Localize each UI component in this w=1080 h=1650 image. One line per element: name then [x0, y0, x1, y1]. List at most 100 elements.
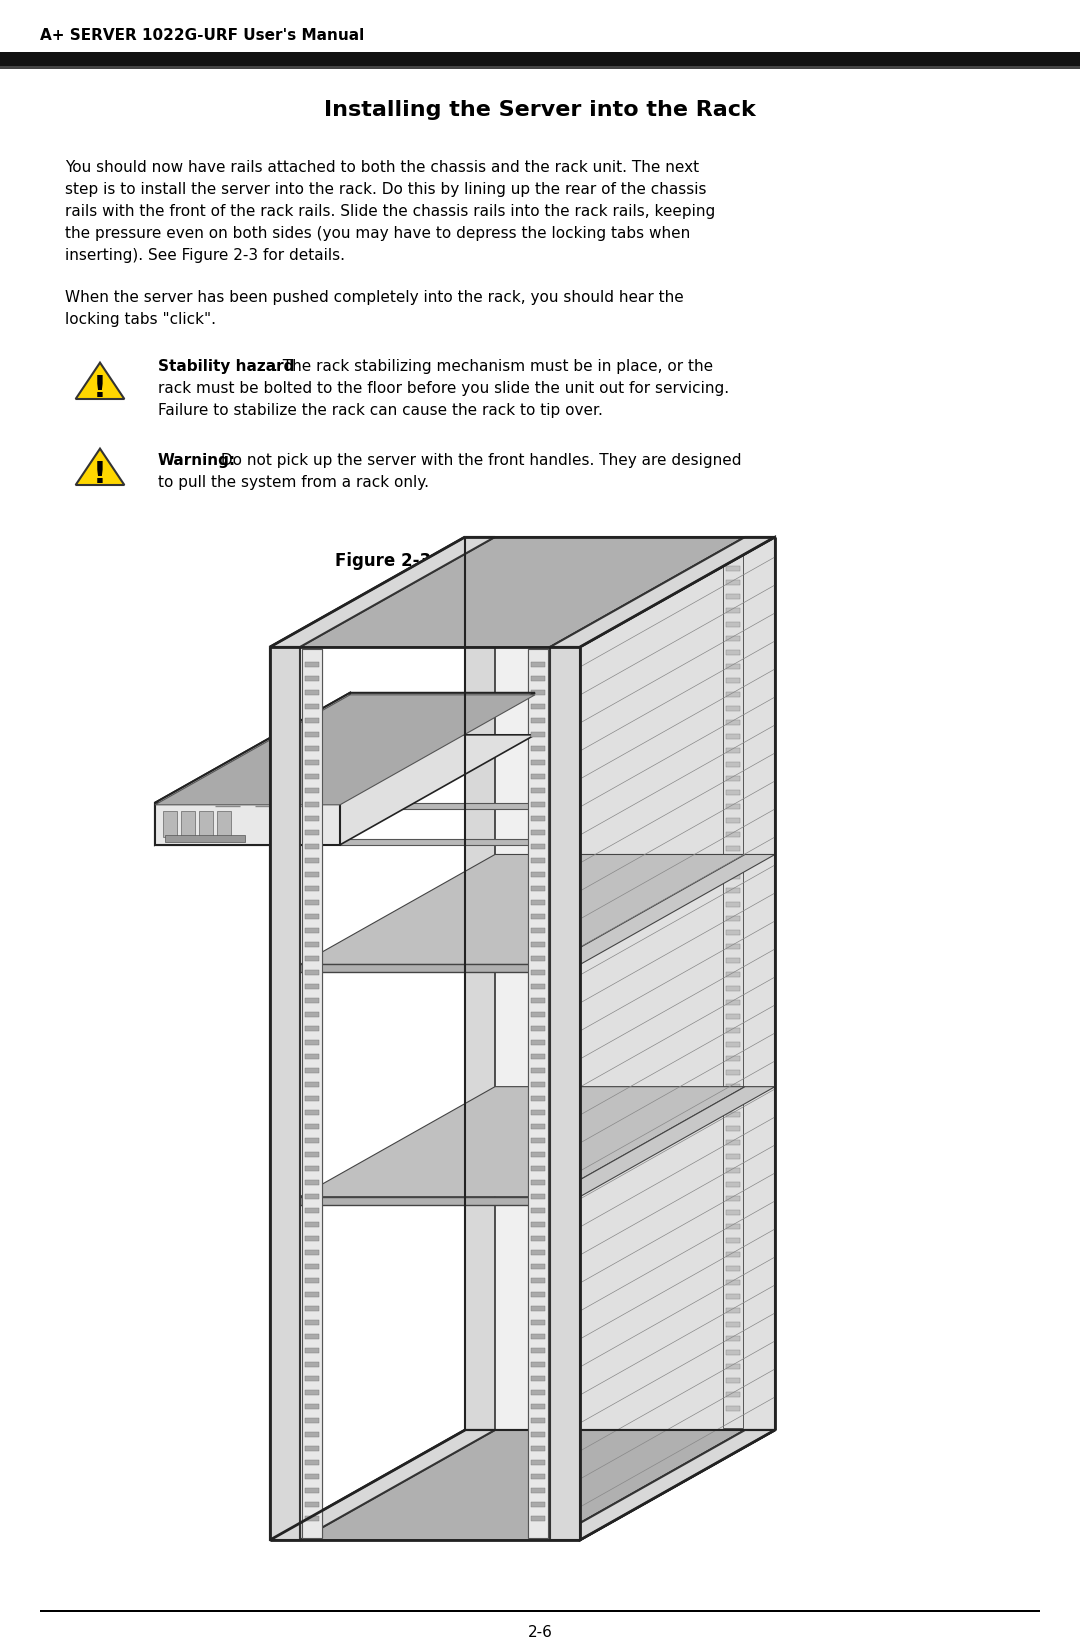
Bar [531, 1389, 545, 1394]
Bar [305, 1279, 319, 1284]
Bar [305, 817, 319, 822]
Bar [531, 1264, 545, 1269]
Bar [305, 970, 319, 975]
Bar [305, 1026, 319, 1031]
Bar [726, 959, 740, 964]
Bar [726, 1069, 740, 1076]
Bar [531, 1333, 545, 1340]
Bar [305, 1264, 319, 1269]
Bar [531, 1361, 545, 1366]
Bar [726, 581, 740, 586]
Bar [305, 1307, 319, 1312]
Bar [531, 1124, 545, 1129]
Polygon shape [302, 648, 322, 1538]
Bar [531, 1320, 545, 1325]
Bar [305, 1516, 319, 1521]
Bar [531, 1307, 545, 1312]
Bar [531, 1376, 545, 1381]
Bar [726, 944, 740, 949]
Bar [305, 1502, 319, 1506]
Polygon shape [550, 536, 775, 647]
Bar [305, 1307, 319, 1312]
Bar [165, 835, 245, 842]
Bar [726, 650, 740, 655]
Bar [531, 1251, 545, 1256]
Bar [531, 676, 545, 681]
Bar [305, 1223, 319, 1228]
Bar [305, 1138, 319, 1143]
Bar [531, 914, 545, 919]
Bar [531, 705, 545, 710]
Bar [531, 955, 545, 960]
Bar [305, 955, 319, 960]
Bar [305, 774, 319, 779]
Polygon shape [550, 536, 775, 647]
Bar [726, 1084, 740, 1089]
Bar [726, 888, 740, 893]
Bar [726, 566, 740, 571]
Polygon shape [745, 536, 775, 1431]
Bar [305, 733, 319, 738]
Bar [726, 1252, 740, 1257]
Bar [305, 998, 319, 1003]
Bar [726, 1280, 740, 1285]
Bar [305, 1292, 319, 1297]
Bar [726, 776, 740, 780]
Bar [305, 899, 319, 904]
Bar [726, 818, 740, 823]
Bar [305, 858, 319, 863]
Polygon shape [723, 540, 743, 1427]
Text: rack must be bolted to the floor before you slide the unit out for servicing.: rack must be bolted to the floor before … [158, 381, 729, 396]
Bar [726, 1140, 740, 1145]
Bar [305, 1488, 319, 1493]
Bar [305, 690, 319, 695]
Bar [305, 1473, 319, 1478]
Bar [305, 1445, 319, 1450]
Bar [305, 1195, 319, 1200]
Bar [305, 1292, 319, 1297]
Bar [531, 746, 545, 751]
Bar [305, 942, 319, 947]
Bar [305, 1361, 319, 1366]
Text: rails with the front of the rack rails. Slide the chassis rails into the rack ra: rails with the front of the rack rails. … [65, 205, 715, 219]
Bar [531, 1208, 545, 1213]
Bar [305, 761, 319, 766]
Bar [531, 886, 545, 891]
Bar [305, 1208, 319, 1213]
Bar [531, 1040, 545, 1044]
Bar [531, 1502, 545, 1506]
Bar [531, 998, 545, 1003]
Bar [531, 705, 545, 710]
Bar [531, 1488, 545, 1493]
Bar [305, 746, 319, 751]
Bar [531, 690, 545, 695]
Bar [217, 810, 231, 837]
Bar [305, 1208, 319, 1213]
Bar [726, 1406, 740, 1411]
Polygon shape [300, 855, 745, 965]
Bar [305, 1011, 319, 1016]
Bar [531, 871, 545, 878]
Bar [305, 1082, 319, 1087]
Bar [305, 1040, 319, 1044]
Bar [0, 66, 1080, 69]
Bar [305, 886, 319, 891]
Bar [305, 1404, 319, 1409]
Bar [305, 1417, 319, 1422]
Bar [531, 746, 545, 751]
Bar [305, 1167, 319, 1172]
Bar [305, 817, 319, 822]
Bar [726, 790, 740, 795]
Bar [531, 1279, 545, 1284]
Bar [726, 1196, 740, 1201]
Bar [726, 734, 740, 739]
Bar [531, 1082, 545, 1087]
Polygon shape [302, 648, 322, 1538]
Text: Do not pick up the server with the front handles. They are designed: Do not pick up the server with the front… [216, 454, 741, 469]
Bar [531, 942, 545, 947]
Bar [531, 871, 545, 878]
Bar [305, 705, 319, 710]
Bar [531, 1236, 545, 1241]
Bar [305, 761, 319, 766]
Bar [726, 846, 740, 851]
